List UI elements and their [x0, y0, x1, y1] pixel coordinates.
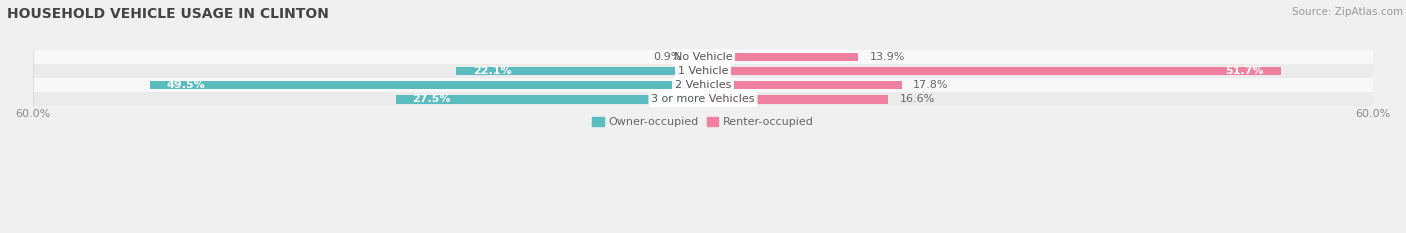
Text: 22.1%: 22.1% — [472, 66, 512, 76]
Bar — [32, 50, 1374, 64]
Text: No Vehicle: No Vehicle — [673, 52, 733, 62]
Text: 27.5%: 27.5% — [412, 94, 451, 104]
Text: 49.5%: 49.5% — [167, 80, 205, 90]
Bar — [456, 67, 703, 75]
Text: 17.8%: 17.8% — [912, 80, 949, 90]
Bar — [32, 64, 1374, 78]
Bar — [32, 78, 1374, 92]
Text: HOUSEHOLD VEHICLE USAGE IN CLINTON: HOUSEHOLD VEHICLE USAGE IN CLINTON — [7, 7, 329, 21]
Bar — [703, 53, 858, 61]
Text: 16.6%: 16.6% — [900, 94, 935, 104]
Text: 0.9%: 0.9% — [654, 52, 682, 62]
Text: 51.7%: 51.7% — [1226, 66, 1264, 76]
Text: 1 Vehicle: 1 Vehicle — [678, 66, 728, 76]
Bar — [32, 92, 1374, 106]
Bar — [150, 81, 703, 89]
Bar — [693, 53, 703, 61]
Bar — [703, 67, 1281, 75]
Text: 2 Vehicles: 2 Vehicles — [675, 80, 731, 90]
Bar — [395, 95, 703, 103]
Bar — [703, 95, 889, 103]
Bar — [703, 81, 901, 89]
Text: Source: ZipAtlas.com: Source: ZipAtlas.com — [1292, 7, 1403, 17]
Text: 3 or more Vehicles: 3 or more Vehicles — [651, 94, 755, 104]
Text: 13.9%: 13.9% — [869, 52, 905, 62]
Legend: Owner-occupied, Renter-occupied: Owner-occupied, Renter-occupied — [588, 113, 818, 132]
